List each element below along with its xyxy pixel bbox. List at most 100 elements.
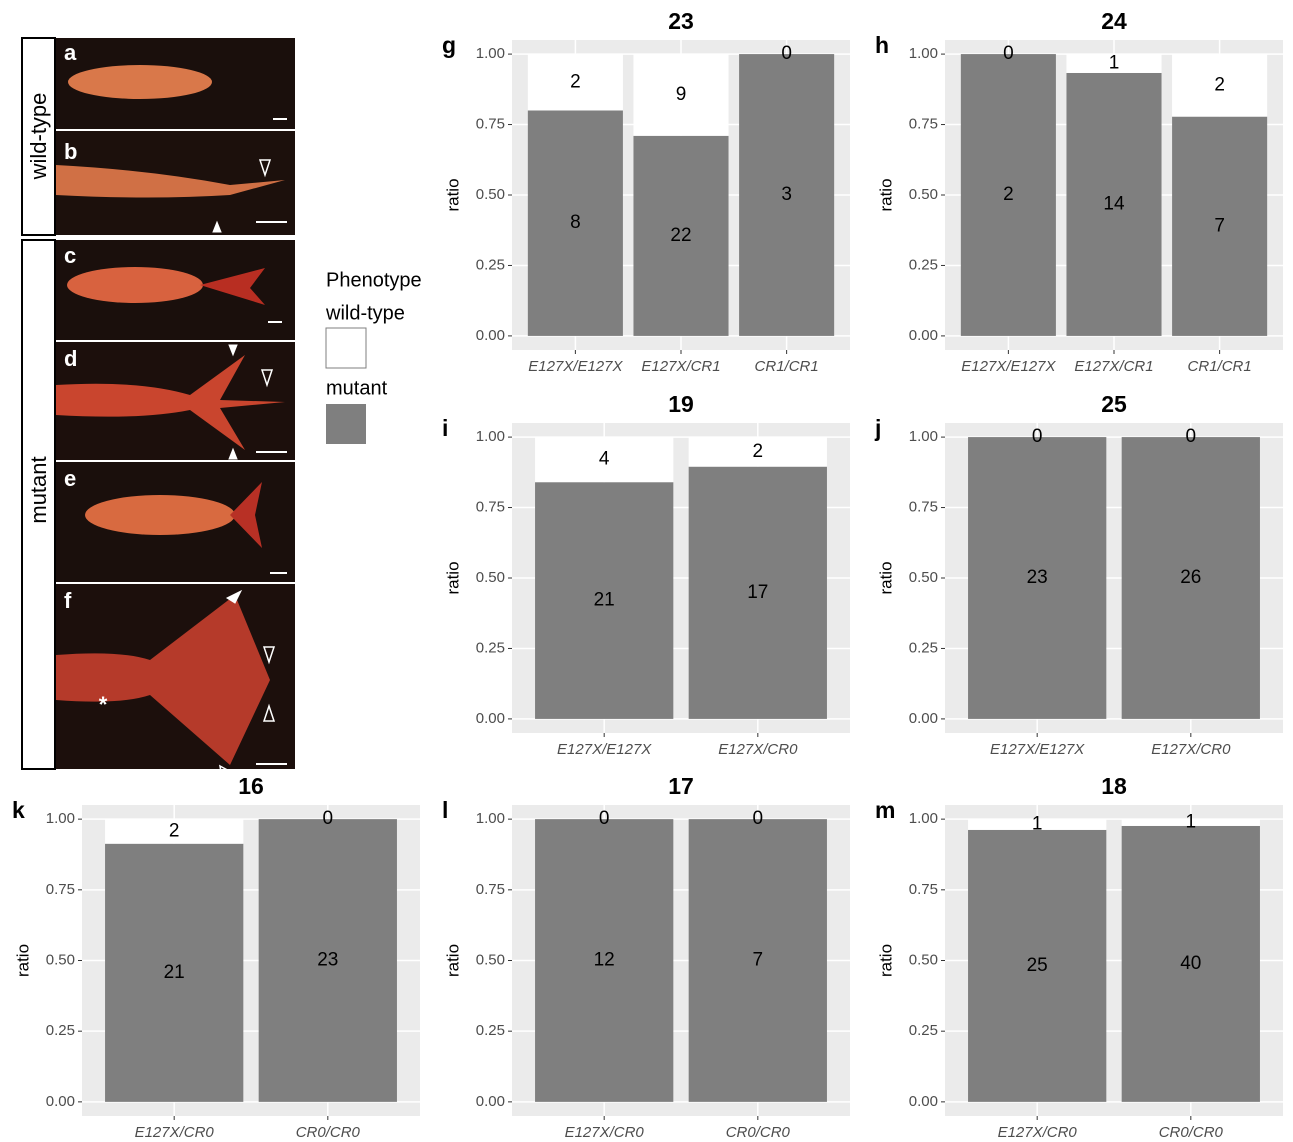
count-label: 21 xyxy=(164,962,185,983)
count-label: 23 xyxy=(317,950,338,971)
count-label: 8 xyxy=(570,212,581,233)
count-label: 25 xyxy=(1027,955,1048,976)
count-label: 7 xyxy=(753,950,764,971)
photo-panel: wild-type mutant a b c d e f * xyxy=(22,38,295,778)
count-label: 9 xyxy=(676,84,687,105)
panel-label: i xyxy=(442,415,448,441)
count-label: 40 xyxy=(1180,953,1201,974)
y-tick-label: 0.00 xyxy=(476,327,505,344)
fish xyxy=(68,65,212,99)
panel-label: m xyxy=(875,797,895,823)
y-tick-label: 0.75 xyxy=(909,881,938,898)
legend: Phenotype wild-type mutant xyxy=(325,269,422,444)
y-tick-label: 0.50 xyxy=(476,186,505,203)
y-axis-label: ratio xyxy=(443,178,462,211)
y-axis-label: ratio xyxy=(876,944,895,977)
count-label: 0 xyxy=(1003,43,1014,64)
count-label: 2 xyxy=(570,71,581,92)
count-label: 0 xyxy=(1186,426,1197,447)
y-tick-label: 0.50 xyxy=(909,569,938,586)
count-label: 23 xyxy=(1027,567,1048,588)
fish xyxy=(67,267,203,303)
x-tick-label: CR1/CR1 xyxy=(1188,358,1252,375)
figure: wild-type mutant a b c d e f * xyxy=(0,0,1293,1142)
x-tick-label: CR0/CR0 xyxy=(296,1124,361,1141)
chart-title: 17 xyxy=(668,773,694,799)
x-tick-label: E127X/CR0 xyxy=(1151,741,1231,758)
x-tick-label: E127X/CR0 xyxy=(718,741,798,758)
y-tick-label: 1.00 xyxy=(909,810,938,827)
count-label: 2 xyxy=(753,441,764,462)
y-tick-label: 0.25 xyxy=(909,639,938,656)
x-tick-label: E127X/CR0 xyxy=(135,1124,215,1141)
panel-label: b xyxy=(64,139,77,164)
y-tick-label: 1.00 xyxy=(476,45,505,62)
x-tick-label: E127X/CR1 xyxy=(1074,358,1153,375)
count-label: 17 xyxy=(747,582,768,603)
y-axis-label: ratio xyxy=(443,944,462,977)
y-axis-label: ratio xyxy=(876,178,895,211)
chart-title: 19 xyxy=(668,391,694,417)
y-tick-label: 0.00 xyxy=(476,1093,505,1110)
x-tick-label: E127X/CR0 xyxy=(998,1124,1078,1141)
y-tick-label: 0.75 xyxy=(909,499,938,516)
y-tick-label: 0.50 xyxy=(909,951,938,968)
chart-title: 18 xyxy=(1101,773,1127,799)
count-label: 14 xyxy=(1103,193,1125,214)
y-tick-label: 0.75 xyxy=(909,116,938,133)
panel-label: c xyxy=(64,243,76,268)
x-tick-label: E127X/E127X xyxy=(961,358,1056,375)
count-label: 22 xyxy=(670,225,691,246)
x-tick-label: E127X/E127X xyxy=(990,741,1085,758)
y-tick-label: 0.25 xyxy=(46,1022,75,1039)
y-tick-label: 0.00 xyxy=(46,1093,75,1110)
panel-label: l xyxy=(442,797,448,823)
y-tick-label: 1.00 xyxy=(476,810,505,827)
count-label: 0 xyxy=(599,808,610,829)
count-label: 4 xyxy=(599,449,610,470)
y-tick-label: 0.25 xyxy=(476,256,505,273)
count-label: 0 xyxy=(753,808,764,829)
y-tick-label: 0.50 xyxy=(909,186,938,203)
legend-swatch xyxy=(326,328,366,368)
y-tick-label: 0.00 xyxy=(476,710,505,727)
y-tick-label: 0.75 xyxy=(476,116,505,133)
chart-title: 16 xyxy=(238,773,264,799)
group-label: wild-type xyxy=(26,93,51,181)
x-tick-label: CR0/CR0 xyxy=(726,1124,791,1141)
group-label: mutant xyxy=(26,456,51,523)
x-tick-label: E127X/E127X xyxy=(528,358,623,375)
y-tick-label: 0.00 xyxy=(909,1093,938,1110)
count-label: 26 xyxy=(1180,567,1201,588)
y-tick-label: 0.75 xyxy=(476,499,505,516)
panel-label: h xyxy=(875,32,889,58)
count-label: 12 xyxy=(594,950,615,971)
y-tick-label: 1.00 xyxy=(476,428,505,445)
y-axis-label: ratio xyxy=(443,561,462,594)
panel-label: d xyxy=(64,346,77,371)
legend-label: wild-type xyxy=(325,302,405,324)
count-label: 21 xyxy=(594,590,615,611)
panel-label: g xyxy=(442,32,456,58)
y-tick-label: 0.25 xyxy=(476,639,505,656)
y-tick-label: 0.50 xyxy=(476,569,505,586)
count-label: 1 xyxy=(1032,814,1043,835)
chart-title: 24 xyxy=(1101,8,1127,34)
count-label: 2 xyxy=(1214,74,1225,95)
y-tick-label: 1.00 xyxy=(909,45,938,62)
count-label: 0 xyxy=(323,808,334,829)
x-tick-label: E127X/CR1 xyxy=(641,358,720,375)
count-label: 1 xyxy=(1109,53,1120,74)
y-tick-label: 0.25 xyxy=(909,1022,938,1039)
y-tick-label: 0.75 xyxy=(46,881,75,898)
count-label: 2 xyxy=(1003,184,1014,205)
annotation: * xyxy=(99,692,108,717)
panel-label: a xyxy=(64,40,77,65)
count-label: 0 xyxy=(1032,426,1043,447)
legend-title: Phenotype xyxy=(326,269,422,291)
legend-swatch xyxy=(326,404,366,444)
count-label: 3 xyxy=(781,184,792,205)
count-label: 0 xyxy=(781,43,792,64)
y-tick-label: 1.00 xyxy=(46,810,75,827)
count-label: 2 xyxy=(169,820,180,841)
